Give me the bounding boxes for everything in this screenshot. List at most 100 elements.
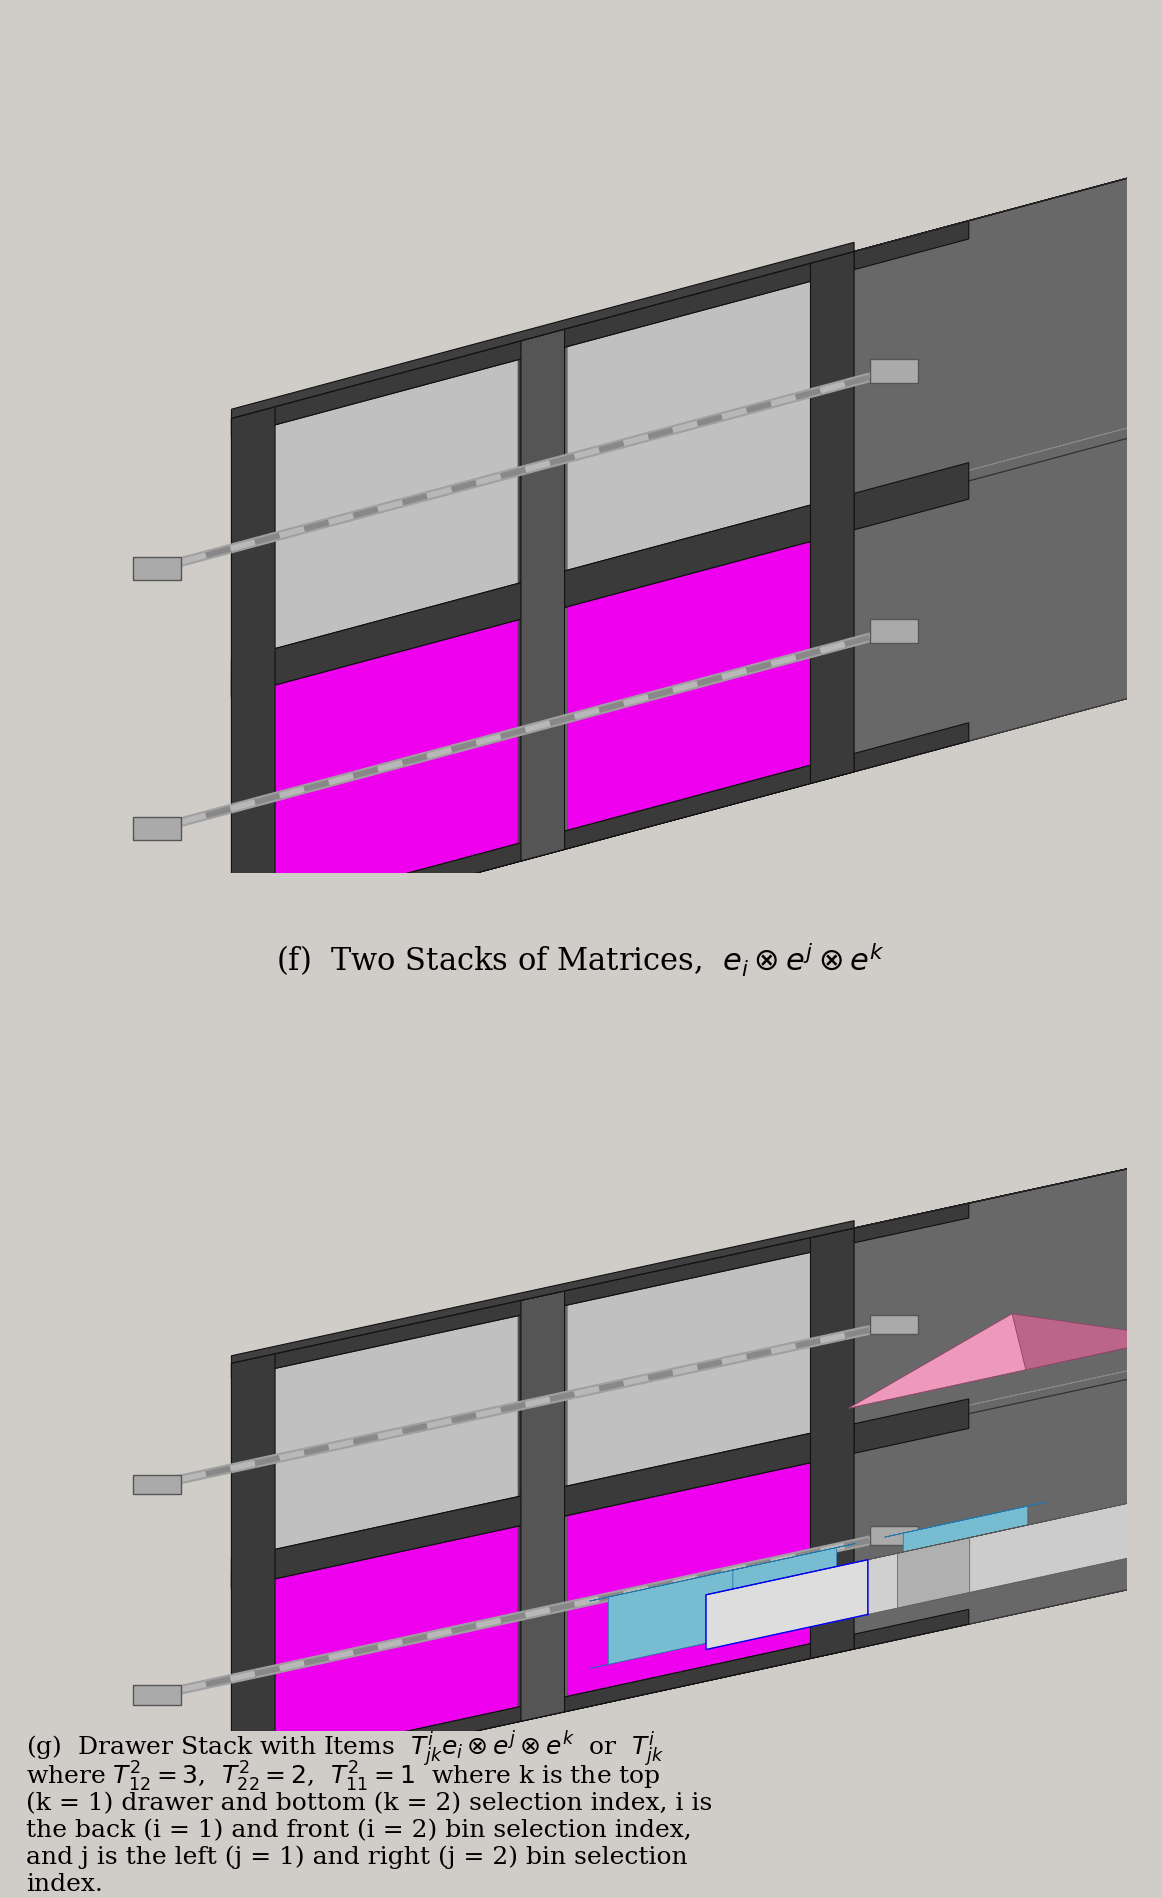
Polygon shape	[231, 237, 905, 418]
Polygon shape	[848, 1313, 1012, 1408]
Polygon shape	[597, 579, 1162, 829]
Text: where $T^2_{12} = 3$,  $T^2_{22} = 2$,  $T^2_{11} = 1$  where k is the top: where $T^2_{12} = 3$, $T^2_{22} = 2$, $T…	[27, 1759, 661, 1794]
Polygon shape	[694, 1547, 837, 1646]
Polygon shape	[609, 1566, 752, 1665]
Polygon shape	[231, 209, 1012, 418]
Polygon shape	[712, 1543, 855, 1642]
Polygon shape	[966, 25, 1162, 742]
Polygon shape	[616, 80, 1162, 315]
Polygon shape	[917, 1069, 1162, 1215]
Polygon shape	[231, 1228, 854, 1378]
Polygon shape	[286, 402, 1162, 653]
Polygon shape	[286, 662, 1162, 913]
Text: index.: index.	[27, 1873, 103, 1896]
Polygon shape	[231, 1194, 1012, 1363]
Polygon shape	[257, 1310, 518, 1560]
Polygon shape	[231, 313, 1162, 678]
Polygon shape	[969, 1069, 1162, 1625]
Polygon shape	[969, 53, 1162, 740]
Polygon shape	[966, 1044, 1162, 1625]
Polygon shape	[1132, 1461, 1162, 1556]
Polygon shape	[590, 1566, 752, 1602]
Polygon shape	[854, 1069, 1162, 1649]
Polygon shape	[231, 251, 854, 437]
Polygon shape	[231, 723, 969, 940]
Polygon shape	[132, 1475, 181, 1494]
Polygon shape	[327, 1152, 1162, 1342]
Text: (g)  Drawer Stack with Items  $T^i_{jk}e_i \otimes e^j \otimes e^k$  or  $T^i_{j: (g) Drawer Stack with Items $T^i_{jk}e_i…	[27, 1731, 665, 1771]
Polygon shape	[231, 1353, 275, 1784]
Polygon shape	[231, 1424, 854, 1589]
Polygon shape	[884, 1507, 1027, 1604]
Polygon shape	[568, 530, 830, 839]
Polygon shape	[231, 1279, 1162, 1573]
Polygon shape	[231, 1203, 969, 1784]
Polygon shape	[597, 1281, 1162, 1486]
Polygon shape	[903, 1501, 1046, 1600]
Polygon shape	[132, 556, 181, 581]
Text: the back (i = 1) and front (i = 2) bin selection index,: the back (i = 1) and front (i = 2) bin s…	[27, 1820, 693, 1843]
Polygon shape	[521, 1291, 565, 1721]
Polygon shape	[870, 619, 918, 643]
Polygon shape	[870, 1526, 918, 1545]
Polygon shape	[231, 220, 969, 940]
Polygon shape	[543, 397, 1162, 856]
Polygon shape	[870, 1315, 918, 1334]
Polygon shape	[257, 351, 518, 661]
Polygon shape	[868, 1518, 1060, 1615]
Polygon shape	[970, 1461, 1162, 1537]
Polygon shape	[706, 1560, 868, 1649]
Polygon shape	[132, 816, 181, 841]
Text: (f)  Two Stacks of Matrices,  $e_i \otimes e^j \otimes e^k$: (f) Two Stacks of Matrices, $e_i \otimes…	[277, 941, 885, 979]
Polygon shape	[810, 251, 854, 784]
Polygon shape	[810, 1069, 1162, 1237]
Polygon shape	[568, 1452, 830, 1703]
Polygon shape	[231, 512, 854, 697]
Polygon shape	[590, 1570, 733, 1668]
Polygon shape	[132, 1685, 181, 1704]
Polygon shape	[884, 1501, 1046, 1537]
Text: and j is the left (j = 1) and right (j = 2) bin selection: and j is the left (j = 1) and right (j =…	[27, 1847, 688, 1870]
Polygon shape	[706, 1518, 1060, 1594]
Polygon shape	[810, 53, 1162, 264]
Polygon shape	[521, 1131, 1162, 1300]
Polygon shape	[231, 406, 275, 940]
Polygon shape	[854, 1044, 1162, 1228]
Polygon shape	[543, 137, 1162, 596]
Polygon shape	[854, 53, 1162, 772]
Polygon shape	[597, 319, 1162, 569]
Polygon shape	[521, 131, 1162, 342]
Polygon shape	[597, 1492, 1162, 1697]
Polygon shape	[231, 1610, 969, 1784]
Text: (k = 1) drawer and bottom (k = 2) selection index, i is: (k = 1) drawer and bottom (k = 2) select…	[27, 1792, 712, 1814]
Polygon shape	[231, 1490, 1162, 1784]
Polygon shape	[231, 1203, 969, 1378]
Polygon shape	[231, 754, 854, 940]
Polygon shape	[970, 1503, 1132, 1592]
Polygon shape	[231, 573, 1162, 940]
Polygon shape	[1012, 1313, 1162, 1370]
Polygon shape	[286, 1560, 1162, 1763]
Polygon shape	[257, 1520, 518, 1771]
Polygon shape	[694, 1543, 855, 1579]
Polygon shape	[848, 1313, 1026, 1408]
Polygon shape	[327, 158, 1162, 393]
Polygon shape	[848, 1338, 1162, 1408]
Polygon shape	[616, 1089, 1162, 1279]
Polygon shape	[231, 463, 969, 697]
Polygon shape	[568, 1241, 830, 1492]
Polygon shape	[917, 53, 1162, 235]
Polygon shape	[231, 1439, 854, 1589]
Polygon shape	[543, 1135, 1162, 1505]
Polygon shape	[231, 1217, 905, 1363]
Polygon shape	[854, 222, 966, 772]
Polygon shape	[543, 1346, 1162, 1716]
Polygon shape	[568, 268, 830, 579]
Polygon shape	[521, 328, 565, 862]
Polygon shape	[854, 25, 1162, 251]
Polygon shape	[257, 613, 518, 922]
Polygon shape	[810, 1228, 854, 1659]
Polygon shape	[231, 1220, 854, 1363]
Polygon shape	[231, 1634, 854, 1784]
Polygon shape	[854, 1203, 966, 1649]
